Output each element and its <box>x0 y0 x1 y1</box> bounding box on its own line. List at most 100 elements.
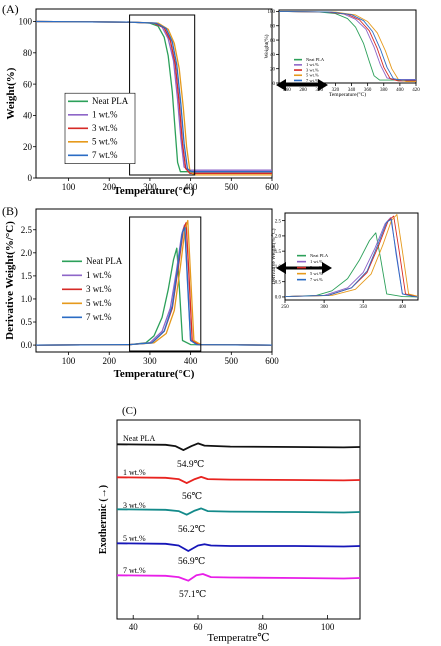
panel-b-x-axis-title: Temperature(°C) <box>114 368 195 380</box>
panel-c-plot-frame <box>116 419 361 620</box>
panel-a-legend-label: 3 wt.% <box>92 123 118 133</box>
panel-a-x-tick-label: 200 <box>102 182 116 192</box>
panel-a-zoom-arrow-head-left <box>276 79 286 91</box>
panel-b-inset-x-tick-label: 350 <box>359 305 367 310</box>
panel-c-curve-label: 3 wt.% <box>123 501 146 510</box>
panel-b-legend-label: 5 wt.% <box>86 298 112 308</box>
panel-c-curve-label: 7 wt.% <box>123 566 146 575</box>
panel-c-x-tick-label: 100 <box>321 622 335 632</box>
panel-b-inset-legend-label: 7 wt.% <box>310 277 323 282</box>
panel-b-inset-plot-frame <box>284 212 419 301</box>
panel-a-x-tick-label: 100 <box>62 182 76 192</box>
panel-b-y-tick-label: 1.0 <box>21 294 33 304</box>
panel-a-plot-frame <box>35 8 273 179</box>
panel-a-inset-legend-label: 7 wt.% <box>306 78 319 83</box>
panel-a-x-axis-title: Temperature(°C) <box>114 185 195 197</box>
panel-a-inset-series-line <box>279 10 416 80</box>
panel-c-x-axis-title: Temperatre℃ <box>207 632 269 644</box>
panel-a-inset-legend-label: 3 wt.% <box>306 67 319 72</box>
panel-b-inset-y-tick-label: 2.5 <box>275 219 282 224</box>
panel-a-inset-y-tick-label: 100 <box>268 10 276 15</box>
panel-b-x-tick-label: 400 <box>184 356 198 366</box>
panel-b-series-line <box>36 222 272 346</box>
panel-b-y-tick-label: 0.0 <box>21 340 33 350</box>
panel-a-zoom-arrow-head-right <box>318 79 328 91</box>
panel-c-peak-annotation: 56℃ <box>182 492 203 502</box>
panel-a-inset-series-line <box>279 10 416 81</box>
panel-b-x-tick-label: 200 <box>102 356 116 366</box>
panel-c-dsc-curve <box>116 475 361 485</box>
panel-c: (C) 40 60 80 100 Temperatre℃ Exothermic (→) Nea… <box>98 405 361 644</box>
panel-c-y-axis-title: Exothermic (→) <box>98 485 109 554</box>
panel-b-inset-legend-label: 1 wt.% <box>310 259 323 264</box>
panel-a-y-tick-label: 60 <box>23 79 33 89</box>
panel-b-inset-legend-label: 3 wt.% <box>310 265 323 270</box>
panel-a-x-tick-label: 300 <box>143 182 157 192</box>
panel-a-inset-x-tick-label: 340 <box>348 88 356 93</box>
panel-a-inset-x-axis-title: Temperature(°C) <box>329 91 366 98</box>
panel-b-y-tick-label: 1.5 <box>21 271 33 281</box>
panel-b-x-tick-label: 500 <box>225 356 239 366</box>
panel-a-legend-label: 5 wt.% <box>92 137 118 147</box>
panel-b-legend-label: 3 wt.% <box>86 284 112 294</box>
panel-b-legend-label: 1 wt.% <box>86 270 112 280</box>
panel-a-inset-x-tick-label: 280 <box>299 88 307 93</box>
panel-a-legend-label: Neat PLA <box>92 96 129 106</box>
panel-b-x-tick-label: 300 <box>143 356 157 366</box>
panel-b-inset-series-line <box>285 217 418 298</box>
panel-a-inset-legend-label: 5 wt.% <box>306 73 319 78</box>
panel-a-y-axis-title: Weight(%) <box>5 67 17 119</box>
panel-a-inset-y-tick-label: 0 <box>273 82 276 87</box>
panel-b-plot-frame <box>35 208 273 353</box>
panel-a-x-tick-label: 600 <box>265 182 279 192</box>
panel-b-inset-x-tick-label: 400 <box>399 305 407 310</box>
panel-a-x-tick-label: 500 <box>225 182 239 192</box>
panel-c-peak-annotation: 57.1℃ <box>179 590 207 600</box>
panel-a-legend-label: 1 wt.% <box>92 110 118 120</box>
panel-a-x-tick-label: 400 <box>184 182 198 192</box>
panel-b-y-axis-title: Derivative Weight(%/°C) <box>4 221 16 340</box>
panel-b-inset-series-line <box>285 214 418 298</box>
panel-b-inset-legend-label: Neat PLA <box>310 253 329 258</box>
panel-a-inset-x-tick-label: 300 <box>316 88 324 93</box>
panel-b-inset-y-tick-label: 0.5 <box>275 280 282 285</box>
panel-c-peak-annotation: 56.2℃ <box>178 525 206 535</box>
panel-b-inset-series-line <box>285 232 418 298</box>
panel-b-zoom-arrow-head-left <box>276 262 286 274</box>
panel-a-inset-x-tick-label: 380 <box>380 88 388 93</box>
panel-a-inset-y-tick-label: 20 <box>270 67 276 72</box>
panel-c-dsc-curve <box>116 573 361 582</box>
panel-a-inset-plot-frame <box>278 9 417 84</box>
panel-b-series-line <box>36 224 272 346</box>
panel-a-y-tick-label: 20 <box>23 142 33 152</box>
panel-c-curve-label: 5 wt.% <box>123 534 146 543</box>
panel-b: (B) 100 200 300 400 500 600 0.0 0.5 1.0 1.5 2.0 2.5 N… <box>2 204 419 380</box>
panel-b-inset-series-line <box>285 218 418 298</box>
panel-b-legend-label: 7 wt.% <box>86 312 112 322</box>
panel-c-curve-label: Neat PLA <box>123 434 155 443</box>
panel-c-dsc-curve <box>116 442 361 452</box>
panel-b-y-tick-label: 2.0 <box>21 248 33 258</box>
panel-a-inset-series-line <box>279 10 416 81</box>
panel-b-y-tick-label: 0.5 <box>21 317 33 327</box>
panel-c-curve-label: 1 wt.% <box>123 468 146 477</box>
panel-b-zoom-box <box>129 216 202 352</box>
panel-b-series-line <box>36 219 272 346</box>
panel-a-y-tick-label: 100 <box>19 17 33 27</box>
panel-a-inset-x-tick-label: 320 <box>332 88 340 93</box>
panel-a-inset-legend-label: 1 wt.% <box>306 62 319 67</box>
panel-c-x-tick-label: 40 <box>129 622 139 632</box>
panel-b-series-line <box>36 226 272 346</box>
panel-b-inset-y-tick-label: 1.0 <box>275 265 282 270</box>
panel-a-inset-x-tick-label: 400 <box>396 88 404 93</box>
panel-a-inset-y-tick-label: 60 <box>270 39 276 44</box>
panel-b-inset-y-tick-label: 0.0 <box>275 296 282 301</box>
panel-b-legend-label: Neat PLA <box>86 256 123 266</box>
panel-b-label: (B) <box>2 204 18 218</box>
panel-c-peak-annotation: 56.9℃ <box>178 557 206 567</box>
panel-a-inset-y-tick-label: 40 <box>270 53 276 58</box>
panel-a-legend-label: 7 wt.% <box>92 150 118 160</box>
panel-b-series-line <box>36 247 272 346</box>
